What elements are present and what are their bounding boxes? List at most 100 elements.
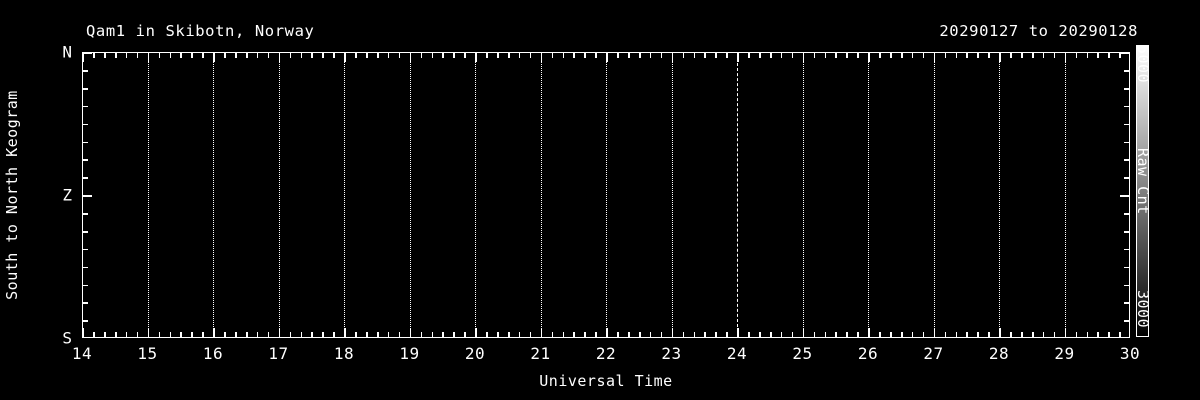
x-axis-minor-tick xyxy=(1042,332,1045,337)
y-axis-minor-tick xyxy=(1124,302,1129,305)
x-axis-minor-tick xyxy=(235,332,237,337)
x-gridline xyxy=(147,53,149,337)
x-axis-minor-tick xyxy=(955,53,958,58)
y-axis-minor-tick xyxy=(1124,177,1129,179)
x-axis-tick-label: 16 xyxy=(202,344,224,363)
x-axis-minor-tick xyxy=(922,53,925,58)
y-axis-minor-tick xyxy=(1124,141,1129,144)
x-axis-tick xyxy=(868,53,870,62)
x-axis-minor-tick xyxy=(551,332,554,337)
x-axis-minor-tick xyxy=(660,53,663,58)
x-axis-minor-tick xyxy=(322,53,324,58)
y-axis-minor-tick xyxy=(83,213,88,215)
x-axis-minor-tick xyxy=(289,53,292,58)
x-axis-minor-tick xyxy=(322,332,324,337)
x-axis-tick-label: 25 xyxy=(792,344,813,363)
x-axis-tick-label: 27 xyxy=(923,344,944,363)
colorbar-title: Raw Cnt xyxy=(1134,148,1172,215)
y-axis-minor-tick xyxy=(1124,248,1129,251)
x-axis-minor-tick xyxy=(1097,53,1100,58)
y-axis-minor-tick xyxy=(83,123,88,126)
x-axis-minor-tick xyxy=(900,53,903,58)
x-axis-tick xyxy=(409,53,412,62)
x-axis-minor-tick xyxy=(769,53,772,58)
x-gridline xyxy=(999,53,1001,337)
x-axis-minor-tick xyxy=(791,53,794,58)
x-axis-minor-tick xyxy=(376,332,379,337)
x-axis-minor-tick xyxy=(180,332,183,337)
x-axis-minor-tick xyxy=(857,332,859,337)
y-axis-minor-tick xyxy=(83,177,88,179)
y-axis-tick-label: S xyxy=(62,328,72,348)
x-axis-tick xyxy=(83,53,84,62)
x-axis-minor-tick xyxy=(1075,53,1078,58)
x-axis-minor-tick xyxy=(311,332,314,337)
x-axis-minor-tick xyxy=(769,332,772,337)
x-axis-minor-tick xyxy=(1119,332,1121,337)
x-gridline xyxy=(475,53,477,337)
x-axis-minor-tick xyxy=(628,332,630,337)
x-axis-minor-tick xyxy=(584,332,586,337)
x-axis-minor-tick xyxy=(1053,53,1056,58)
x-axis-minor-tick xyxy=(1108,53,1110,58)
x-axis-minor-tick xyxy=(551,53,554,58)
y-axis-minor-tick xyxy=(83,284,88,287)
x-axis-minor-tick xyxy=(387,332,390,337)
x-axis-minor-tick xyxy=(93,53,95,58)
x-axis-tick-label: 18 xyxy=(333,344,355,363)
x-axis-title: Universal Time xyxy=(539,372,673,390)
x-axis-minor-tick xyxy=(355,332,357,337)
x-axis-minor-tick xyxy=(420,332,423,337)
x-axis-minor-tick xyxy=(649,53,652,58)
x-axis-tick xyxy=(671,53,674,62)
x-axis-minor-tick xyxy=(682,53,685,58)
y-axis-minor-tick xyxy=(1124,284,1129,287)
x-axis-minor-tick xyxy=(813,53,816,58)
x-axis-minor-tick xyxy=(158,332,161,337)
x-axis-tick-label: 29 xyxy=(1054,344,1075,363)
plot-title: Qam1 in Skibotn, Norway xyxy=(86,22,315,40)
x-axis-minor-tick xyxy=(911,332,914,337)
x-axis-minor-tick xyxy=(988,332,990,337)
x-axis-tick xyxy=(606,328,608,337)
y-axis-minor-tick xyxy=(83,230,88,233)
x-axis-minor-tick xyxy=(890,332,892,337)
x-axis-minor-tick xyxy=(1086,332,1089,337)
y-axis-minor-tick xyxy=(1124,105,1129,108)
colorbar-max-text: 5000 xyxy=(1134,45,1152,84)
x-axis-tick-label: 22 xyxy=(595,344,617,363)
x-axis-minor-tick xyxy=(1086,53,1089,58)
x-axis-tick xyxy=(83,328,84,337)
x-axis-minor-tick xyxy=(104,53,106,58)
x-gridline xyxy=(540,53,542,337)
x-axis-minor-tick xyxy=(944,332,947,337)
x-gridline xyxy=(802,53,804,337)
x-axis-minor-tick xyxy=(977,332,979,337)
x-gridline xyxy=(933,53,935,337)
y-axis-tick xyxy=(1120,53,1129,54)
x-axis-minor-tick xyxy=(224,53,226,58)
midnight-gridline xyxy=(737,53,739,337)
x-axis-minor-tick xyxy=(955,332,958,337)
x-gridline xyxy=(606,53,608,337)
keogram-plot-area[interactable] xyxy=(82,52,1130,338)
x-axis-minor-tick xyxy=(114,332,117,337)
x-axis-minor-tick xyxy=(464,53,466,58)
x-axis-tick xyxy=(737,328,739,337)
x-axis-minor-tick xyxy=(453,53,455,58)
x-axis-minor-tick xyxy=(879,332,881,337)
x-axis-minor-tick xyxy=(136,332,139,337)
y-axis-minor-tick xyxy=(1124,213,1129,215)
y-axis-minor-tick xyxy=(83,87,88,90)
x-axis-minor-tick xyxy=(911,53,914,58)
y-axis-tick xyxy=(1120,195,1129,197)
x-axis-minor-tick xyxy=(125,53,128,58)
x-axis-tick-label: 30 xyxy=(1119,344,1141,363)
y-axis-minor-tick xyxy=(1124,70,1129,72)
x-axis-minor-tick xyxy=(638,53,641,58)
x-axis-minor-tick xyxy=(780,53,783,58)
x-axis-minor-tick xyxy=(486,332,488,337)
x-axis-tick xyxy=(278,328,281,337)
x-axis-tick-label: 21 xyxy=(530,344,551,363)
x-gridline xyxy=(213,53,215,337)
